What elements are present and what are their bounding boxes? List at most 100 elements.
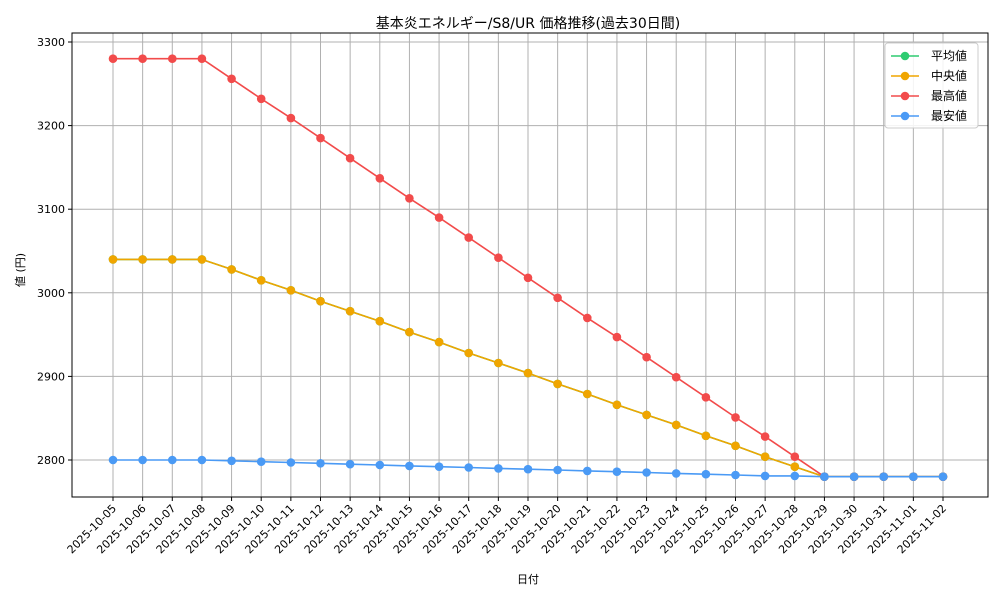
data-point bbox=[138, 54, 147, 63]
data-point bbox=[938, 472, 948, 482]
data-point bbox=[523, 368, 533, 378]
data-point bbox=[345, 153, 355, 163]
data-point bbox=[464, 463, 474, 472]
series-最安値 bbox=[108, 455, 948, 482]
data-point bbox=[345, 459, 355, 469]
data-point bbox=[612, 332, 622, 342]
y-tick-label: 3100 bbox=[37, 203, 65, 216]
data-point bbox=[197, 455, 207, 465]
data-point bbox=[642, 410, 651, 420]
data-point bbox=[108, 455, 118, 465]
data-point bbox=[731, 413, 740, 422]
data-point bbox=[256, 276, 266, 285]
data-point bbox=[553, 465, 562, 475]
data-point bbox=[434, 213, 444, 222]
data-point bbox=[760, 432, 770, 441]
data-point bbox=[405, 194, 414, 203]
x-axis-label: 日付 bbox=[517, 573, 539, 586]
plot-frame bbox=[71, 32, 989, 498]
data-point bbox=[168, 255, 177, 264]
data-point bbox=[138, 255, 147, 264]
legend-item: 中央値 bbox=[891, 68, 967, 83]
data-point bbox=[553, 293, 562, 303]
data-point bbox=[494, 253, 503, 262]
legend-marker-icon bbox=[900, 71, 910, 81]
legend-marker-icon bbox=[900, 91, 910, 101]
data-point bbox=[316, 133, 325, 143]
legend-label: 最高値 bbox=[931, 88, 967, 103]
legend-label: 最安値 bbox=[931, 108, 967, 123]
data-point bbox=[671, 469, 681, 478]
data-point bbox=[286, 113, 296, 123]
y-tick-label: 3000 bbox=[37, 287, 65, 300]
data-point bbox=[523, 464, 533, 474]
y-tick-label: 3300 bbox=[37, 36, 65, 49]
data-point bbox=[909, 472, 918, 482]
y-tick-label: 3200 bbox=[37, 120, 65, 133]
y-tick-label: 2800 bbox=[37, 454, 65, 467]
legend-label: 平均値 bbox=[931, 48, 967, 63]
data-point bbox=[553, 379, 562, 389]
legend-label: 中央値 bbox=[931, 68, 967, 83]
data-point bbox=[583, 389, 592, 399]
data-point bbox=[583, 466, 592, 476]
data-point bbox=[760, 452, 770, 462]
data-point bbox=[790, 452, 800, 462]
data-point bbox=[731, 441, 740, 451]
data-point bbox=[464, 348, 474, 358]
data-point bbox=[790, 471, 800, 481]
data-point bbox=[494, 464, 503, 473]
data-point bbox=[523, 273, 533, 283]
data-point bbox=[138, 455, 147, 465]
chart-title: 基本炎エネルギー/S8/UR 価格推移(過去30日間) bbox=[376, 15, 680, 32]
data-point bbox=[345, 306, 355, 316]
data-point bbox=[701, 393, 711, 402]
data-point bbox=[108, 255, 118, 264]
data-point bbox=[701, 469, 711, 479]
legend-item: 最高値 bbox=[891, 88, 967, 103]
legend-box bbox=[884, 42, 979, 129]
x-axis-ticks: 2025-10-052025-10-062025-10-072025-10-08… bbox=[65, 497, 949, 556]
data-point bbox=[731, 470, 740, 480]
data-point bbox=[849, 472, 859, 482]
data-point bbox=[316, 459, 325, 468]
grid bbox=[72, 33, 988, 497]
legend-marker-icon bbox=[900, 51, 910, 61]
data-point bbox=[375, 460, 385, 470]
data-point bbox=[760, 471, 770, 481]
data-point bbox=[375, 316, 385, 326]
data-point bbox=[375, 174, 385, 183]
legend-item: 最安値 bbox=[891, 108, 967, 123]
legend-item: 平均値 bbox=[891, 48, 967, 63]
data-point bbox=[227, 456, 236, 466]
data-point bbox=[790, 462, 800, 472]
series-lines bbox=[108, 54, 948, 482]
data-point bbox=[434, 462, 444, 472]
y-axis-ticks: 2800 2900 3000 3100 3200 3300 bbox=[37, 36, 72, 467]
y-axis-label: 値 (円) bbox=[14, 253, 27, 287]
data-point bbox=[286, 286, 296, 295]
data-point bbox=[671, 420, 681, 430]
data-point bbox=[494, 358, 503, 368]
data-point bbox=[642, 352, 651, 362]
data-point bbox=[256, 457, 266, 467]
data-point bbox=[168, 455, 177, 465]
data-point bbox=[227, 74, 236, 84]
data-point bbox=[701, 431, 711, 441]
data-point bbox=[671, 372, 681, 382]
data-point bbox=[612, 467, 622, 477]
data-point bbox=[286, 458, 296, 467]
data-point bbox=[405, 327, 414, 337]
data-point bbox=[464, 233, 474, 242]
data-point bbox=[168, 54, 177, 63]
data-point bbox=[879, 472, 888, 482]
legend-marker-icon bbox=[900, 111, 910, 121]
data-point bbox=[583, 313, 592, 323]
data-point bbox=[108, 54, 118, 63]
data-point bbox=[642, 468, 651, 477]
y-tick-label: 2900 bbox=[37, 370, 65, 383]
data-point bbox=[197, 255, 207, 264]
